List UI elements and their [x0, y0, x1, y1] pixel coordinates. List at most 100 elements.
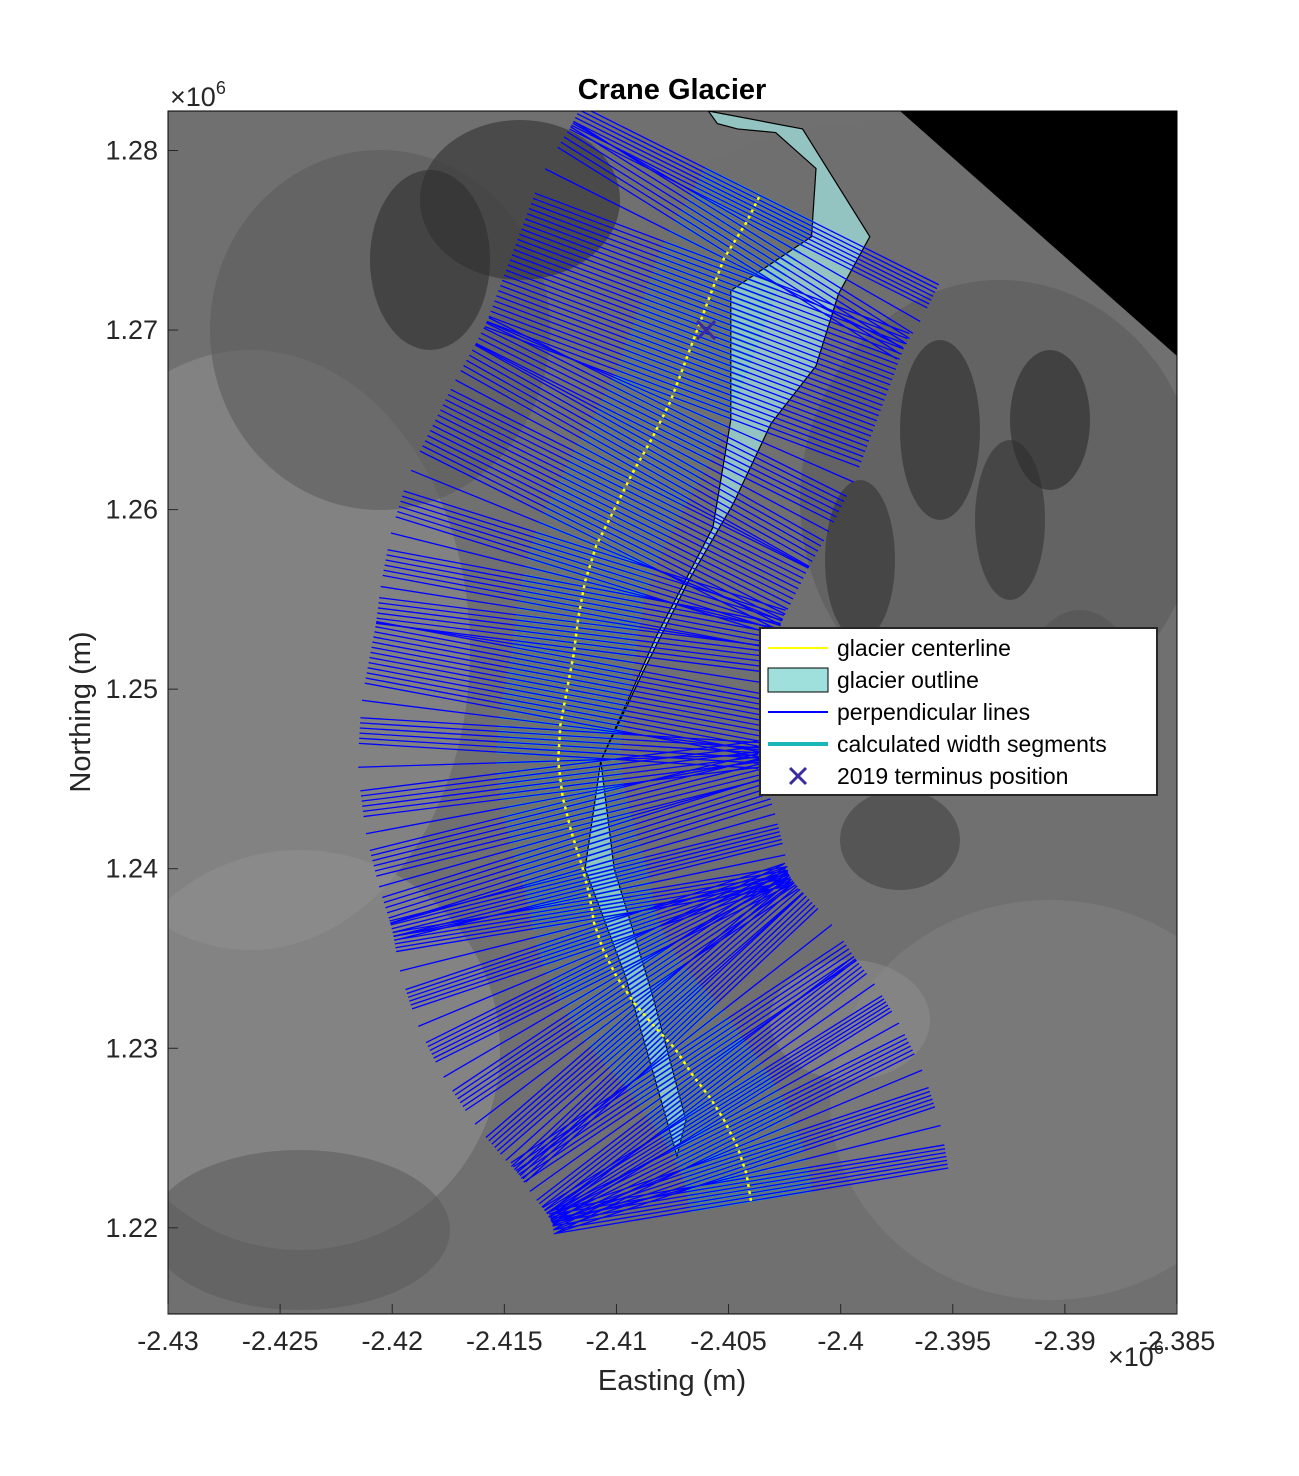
perpendicular-line	[435, 882, 794, 1063]
perpendicular-line	[411, 881, 792, 1010]
axes-frame	[167, 110, 1178, 1315]
perpendicular-line	[386, 793, 770, 914]
legend-entry: glacier outline	[767, 667, 979, 693]
perpendicular-line	[360, 722, 760, 749]
perpendicular-line	[555, 1106, 936, 1234]
perpendicular-line	[552, 1045, 911, 1226]
perpendicular-line	[403, 490, 786, 611]
y-tick-label: 1.24	[105, 854, 158, 884]
perpendicular-line	[498, 290, 874, 432]
perpendicular-line	[395, 881, 791, 949]
perpendicular-line	[546, 983, 875, 1214]
perpendicular-line	[359, 737, 759, 764]
perpendicular-line	[532, 197, 908, 340]
perpendicular-line	[378, 778, 765, 888]
perpendicular-line	[475, 342, 835, 523]
perpendicular-line	[519, 901, 813, 1177]
perpendicular-line	[474, 344, 825, 542]
perpendicular-line	[437, 414, 796, 595]
perpendicular-line	[513, 895, 807, 1171]
y-exponent-base: ×10	[170, 82, 216, 112]
perpendicular-line	[382, 777, 765, 899]
perpendicular-line	[574, 116, 934, 297]
perpendicular-line	[365, 759, 760, 835]
legend-label: calculated width segments	[837, 731, 1107, 757]
perpendicular-line	[571, 124, 930, 305]
x-exponent-power: 6	[1154, 1338, 1164, 1358]
perpendicular-line	[526, 213, 902, 355]
perpendicular-line	[494, 885, 798, 1149]
perpendicular-line	[442, 404, 802, 585]
perpendicular-line	[551, 1155, 947, 1223]
perpendicular-line	[589, 111, 940, 286]
perpendicular-line	[407, 870, 788, 998]
perpendicular-line	[462, 884, 797, 1108]
perpendicular-line	[373, 768, 762, 867]
perpendicular-line	[513, 249, 889, 391]
perpendicular-line	[499, 892, 804, 1155]
y-exponent-power: 6	[216, 78, 226, 98]
perpendicular-line	[425, 863, 785, 1044]
perpendicular-line	[391, 831, 780, 930]
perpendicular-line	[522, 904, 816, 1180]
perpendicular-line	[454, 872, 789, 1096]
perpendicular-line	[397, 510, 780, 632]
perpendicular-line	[556, 1053, 915, 1234]
perpendicular-line	[373, 636, 767, 712]
perpendicular-line	[550, 1148, 946, 1216]
perpendicular-line	[392, 835, 781, 934]
perpendicular-line	[377, 607, 775, 659]
perpendicular-line	[382, 574, 776, 650]
legend-entry: calculated width segments	[768, 731, 1107, 757]
chart-title: Crane Glacier	[578, 74, 767, 106]
perpendicular-line	[538, 959, 857, 1205]
perpendicular-line	[570, 126, 911, 340]
perpendicular-line	[376, 621, 772, 685]
perpendicular-line	[460, 370, 810, 568]
perpendicular-line	[464, 888, 799, 1111]
perpendicular-line	[491, 882, 795, 1145]
perpendicular-line	[427, 435, 786, 615]
y-exponent: ×106	[170, 78, 226, 112]
x-tick-label: -2.42	[361, 1326, 423, 1356]
perpendicular-line	[517, 238, 893, 381]
x-tick-label: -2.405	[690, 1326, 767, 1356]
perpendicular-line	[429, 429, 789, 610]
glacier-outline	[584, 111, 871, 1159]
perpendicular-line	[500, 284, 876, 427]
perpendicular-line	[394, 877, 790, 945]
perpendicular-line	[548, 1004, 889, 1218]
perpendicular-line	[552, 1010, 893, 1224]
x-axis-label: Easting (m)	[598, 1365, 746, 1397]
perpendicular-line	[431, 874, 790, 1055]
perpendicular-line	[543, 966, 862, 1211]
perpendicular-line	[394, 842, 783, 941]
perpendicular-line	[369, 656, 763, 732]
perpendicular-line	[390, 532, 780, 631]
perpendicular-line	[457, 876, 791, 1100]
perpendicular-line	[573, 120, 914, 334]
x-tick-label: -2.425	[242, 1326, 319, 1356]
perpendicular-line	[380, 585, 777, 649]
x-exponent: ×106	[1108, 1338, 1164, 1372]
legend: glacier centerline glacier outline perpend…	[759, 627, 1158, 796]
terminus-marker	[696, 319, 717, 341]
legend-label: 2019 terminus position	[837, 763, 1068, 789]
y-tick-label: 1.26	[105, 495, 158, 525]
perpendicular-line	[388, 798, 771, 919]
perpendicular-line	[488, 315, 864, 458]
y-tick-label: 1.27	[105, 315, 158, 345]
x-tick-label: -2.41	[586, 1326, 648, 1356]
perpendicular-line	[549, 972, 868, 1218]
perpendicular-line	[463, 364, 813, 562]
perpendicular-line	[486, 321, 854, 483]
perpendicular-line	[361, 750, 759, 802]
legend-entry: 2019 terminus position	[788, 763, 1068, 789]
perpendicular-line	[405, 862, 786, 991]
y-tick-label: 1.23	[105, 1033, 158, 1063]
perpendicular-line	[517, 924, 833, 1173]
perpendicular-line	[546, 1033, 906, 1214]
perpendicular-line	[552, 1098, 933, 1227]
svg-text:×106: ×106	[1108, 1338, 1164, 1372]
perpendicular-line	[395, 516, 778, 637]
